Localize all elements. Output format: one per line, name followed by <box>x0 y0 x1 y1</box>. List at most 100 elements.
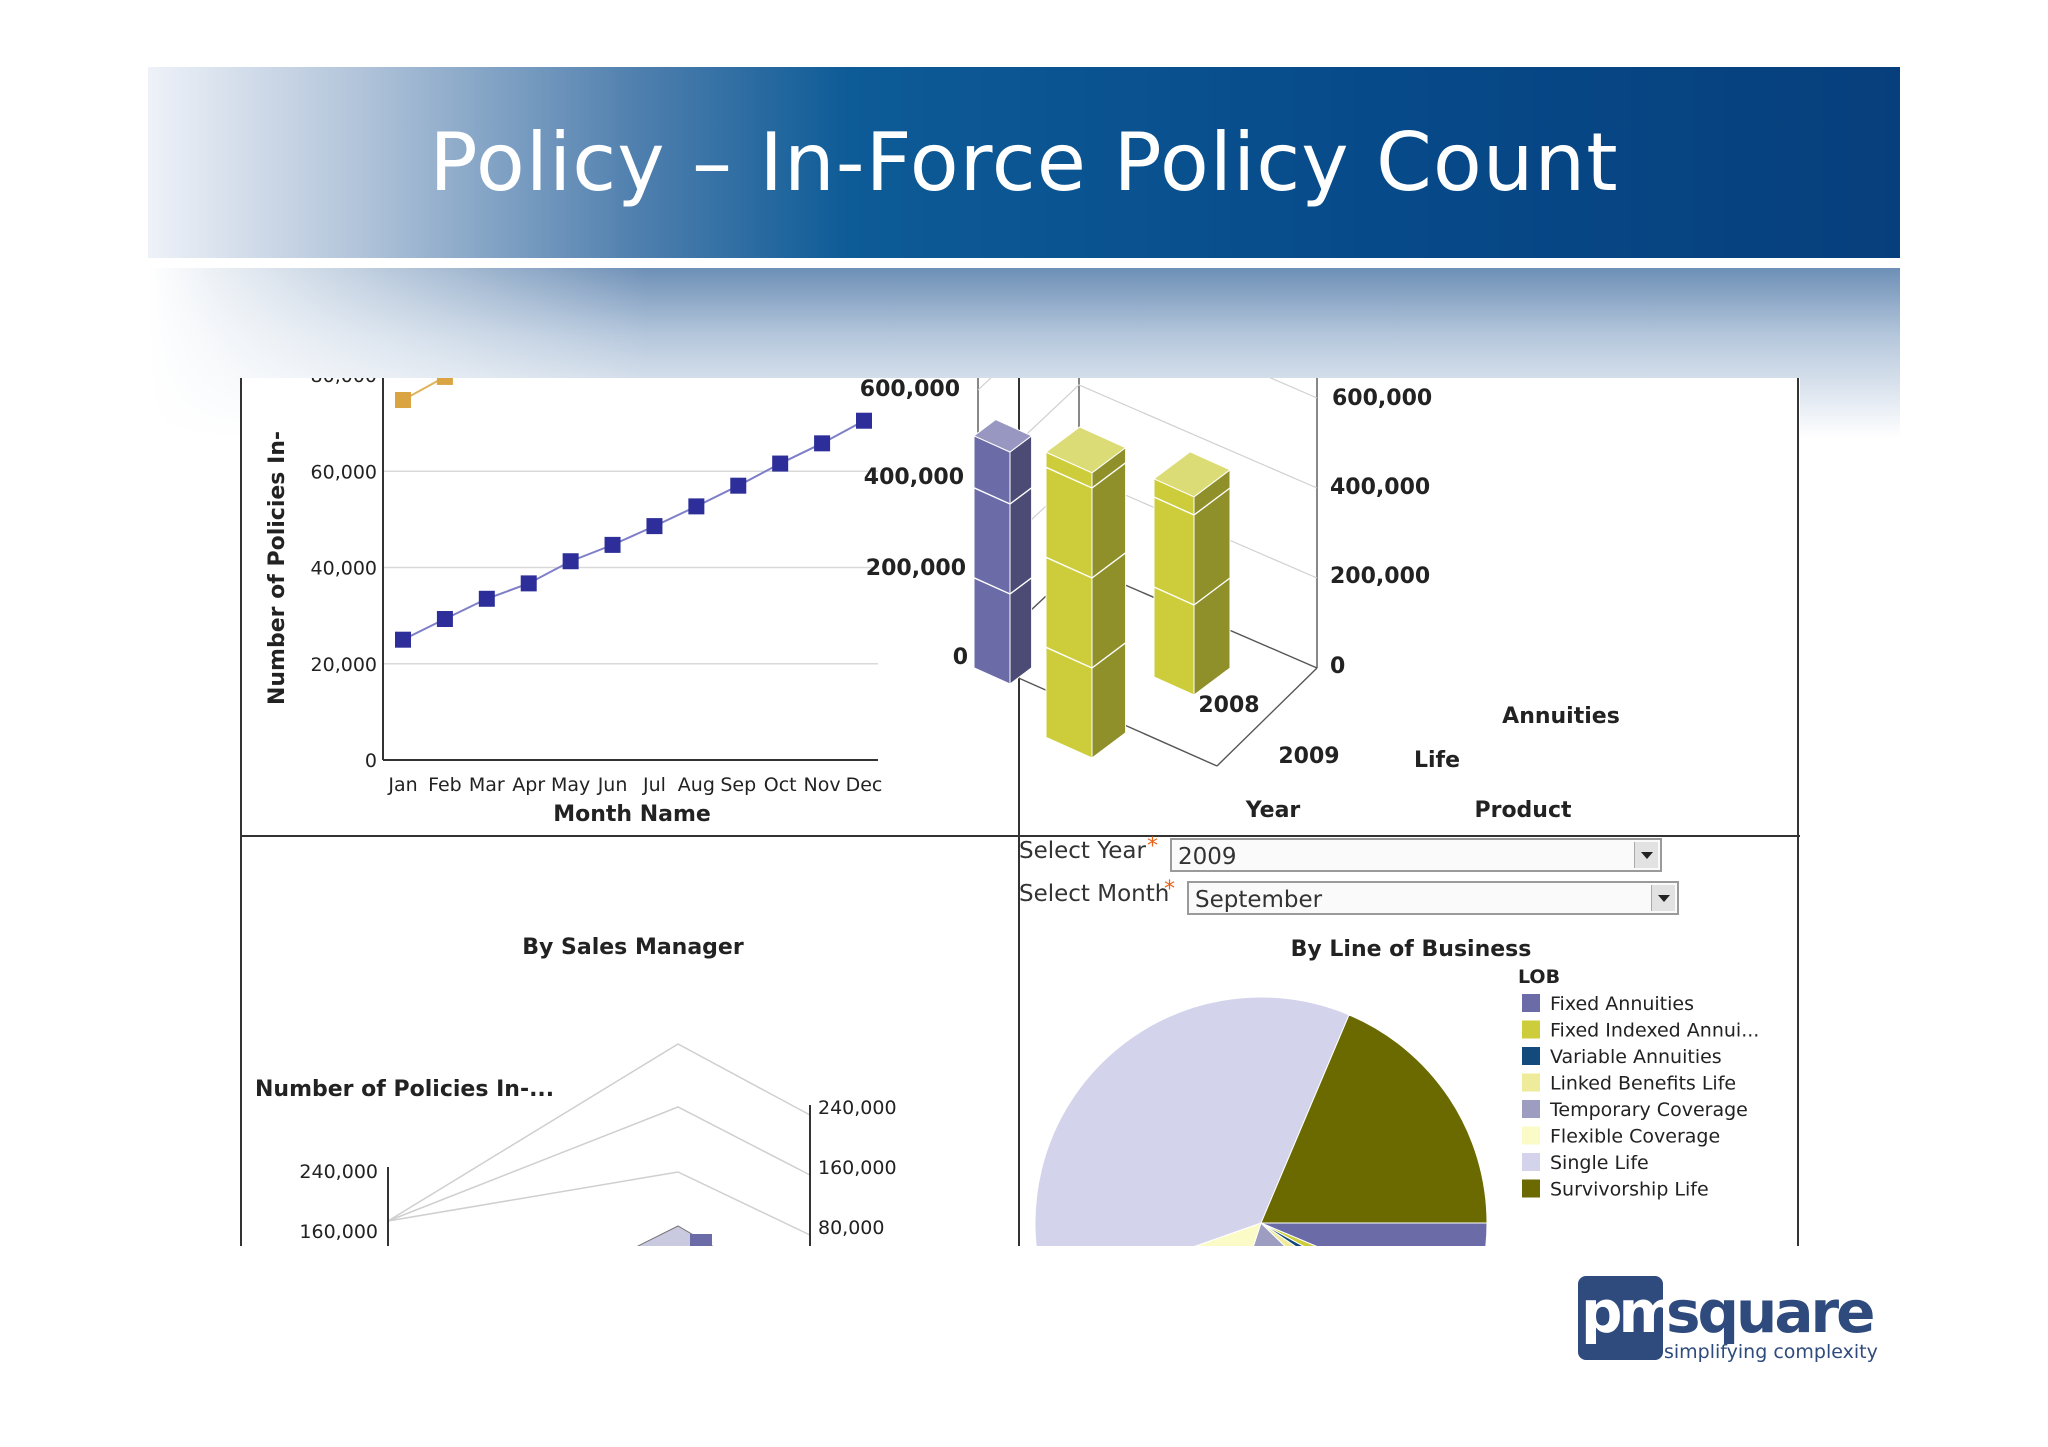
pie-slice <box>1194 1222 1262 1246</box>
legend-swatch <box>1522 1020 1540 1039</box>
bar-top-face <box>1153 451 1231 498</box>
monthly-line-chart: 0 20,000 40,000 60,000 80,000 Jan Feb Mar Apr May… <box>265 378 882 827</box>
data-point <box>730 477 747 494</box>
logo-tagline: simplifying complexity <box>1664 1341 1878 1363</box>
legend-label: Single Life <box>1550 1152 1649 1174</box>
radar-grid <box>387 1106 811 1222</box>
pie-slice <box>1260 1222 1317 1246</box>
pie-slice <box>1260 1222 1296 1246</box>
select-year-value: 2009 <box>1178 844 1237 870</box>
y-tick-label: 600,000 <box>1332 386 1432 411</box>
x-tick-label: Feb <box>428 774 462 796</box>
legend-label: Fixed Indexed Annui... <box>1550 1020 1759 1042</box>
y-axis-title: Number of Policies In- <box>265 431 290 705</box>
legend-label: Linked Benefits Life <box>1550 1073 1736 1095</box>
x-tick-label: Nov <box>804 774 841 796</box>
data-point <box>562 553 579 570</box>
chevron-down-icon[interactable] <box>1634 842 1658 868</box>
logo-square-text: square <box>1666 1278 1875 1346</box>
select-year-dropdown[interactable]: 2009 <box>1170 838 1662 872</box>
pie-slice <box>1034 996 1350 1246</box>
gridline <box>977 378 1318 399</box>
bar-segment-line <box>973 577 1033 595</box>
x-tick-label: May <box>551 774 590 796</box>
x-tick-label: Mar <box>469 774 505 796</box>
logo-pm-text: pm <box>1581 1278 1679 1346</box>
bar-front-face <box>1153 478 1195 696</box>
y-tick-label: 600,000 <box>860 378 960 402</box>
legend-label: Survivorship Life <box>1550 1179 1709 1201</box>
title-banner: Policy – In-Force Policy Count <box>148 67 1900 258</box>
y-tick-label: 60,000 <box>311 461 377 483</box>
product-label: Life <box>1414 748 1460 773</box>
bar-segment-line <box>1045 462 1127 489</box>
frame-line <box>1216 667 1318 767</box>
x-tick-label: Oct <box>764 774 797 796</box>
legend-swatch <box>1522 1179 1540 1198</box>
y-tick-label: 400,000 <box>864 465 964 490</box>
bar-side-face <box>1009 434 1033 686</box>
chevron-down-icon[interactable] <box>1651 885 1675 911</box>
bar-front-face <box>973 435 1011 685</box>
y-tick-label: 400,000 <box>1330 475 1430 500</box>
y-tick-label: 40,000 <box>311 558 377 580</box>
required-marker: * <box>1147 834 1158 859</box>
legend-title: LOB <box>1518 966 1560 988</box>
axis-tick-label: 240,000 <box>818 1097 897 1119</box>
bar-segment-line <box>1153 577 1231 606</box>
legend-swatch <box>1522 994 1540 1012</box>
bar-top-face <box>973 419 1033 453</box>
chart-title: By Sales Manager <box>522 935 744 960</box>
data-point <box>478 590 495 607</box>
y-tick-label: 0 <box>365 750 377 772</box>
legend-swatch <box>1522 1047 1540 1065</box>
legend-swatch <box>1522 1100 1540 1118</box>
bar-segment-line <box>1045 552 1127 579</box>
data-point <box>395 392 411 409</box>
data-point <box>646 518 663 535</box>
pmsquare-logo: pm square simplifying complexity <box>1578 1276 1878 1366</box>
data-point <box>688 498 705 515</box>
x-axis-title: Year <box>1245 798 1301 823</box>
year-label: 2008 <box>1198 693 1259 718</box>
y-tick-label: 0 <box>1330 654 1345 679</box>
slide-title: Policy – In-Force Policy Count <box>429 116 1619 209</box>
y-tick-label: 200,000 <box>866 556 966 581</box>
select-year-label: Select Year <box>1019 838 1146 864</box>
x-axis-title: Month Name <box>553 802 711 827</box>
pie-slice <box>1260 1014 1488 1224</box>
logo-mark: pm <box>1578 1276 1679 1360</box>
y-tick-label: 80,000 <box>311 378 377 387</box>
radar-marker <box>690 1234 712 1246</box>
y-tick-label: 0 <box>953 645 968 670</box>
legend-swatch <box>1522 1073 1540 1092</box>
lob-pie-chart: By Line of Business LOB Fixed Annuities Fix… <box>1034 937 1759 1246</box>
x-tick-label: Aug <box>678 774 715 796</box>
product-label: Annuities <box>1502 704 1620 729</box>
select-month-dropdown[interactable]: September <box>1187 881 1679 915</box>
data-point <box>856 412 872 429</box>
data-point <box>395 631 411 648</box>
required-marker: * <box>1164 877 1175 902</box>
y-tick-label: 200,000 <box>1330 564 1430 589</box>
data-point <box>604 536 621 553</box>
radar-grid <box>387 1171 811 1236</box>
year-label: 2009 <box>1278 744 1339 769</box>
sales-manager-radar-chart: By Sales Manager Number of Policies In-..… <box>255 935 897 1246</box>
axis-tick-label: 80,000 <box>818 1217 884 1239</box>
axis-tick-label: 160,000 <box>818 1157 897 1179</box>
axis-tick-label: 160,000 <box>299 1221 378 1243</box>
dashboard-panel: 0 20,000 40,000 60,000 80,000 Jan Feb Mar Apr May… <box>240 378 1800 1246</box>
legend-swatch <box>1522 1153 1540 1171</box>
x-tick-label: Apr <box>512 774 545 796</box>
bar-front-face <box>1045 451 1093 759</box>
pie-slice <box>1260 1222 1304 1246</box>
chart-title: By Line of Business <box>1291 937 1532 962</box>
select-month-label: Select Month <box>1019 881 1170 907</box>
z-axis-title: Product <box>1474 798 1572 823</box>
panel-dividers <box>240 378 1800 1246</box>
data-point <box>772 455 789 472</box>
select-month-value: September <box>1195 887 1323 913</box>
data-point <box>814 435 831 452</box>
series-line <box>402 419 865 641</box>
